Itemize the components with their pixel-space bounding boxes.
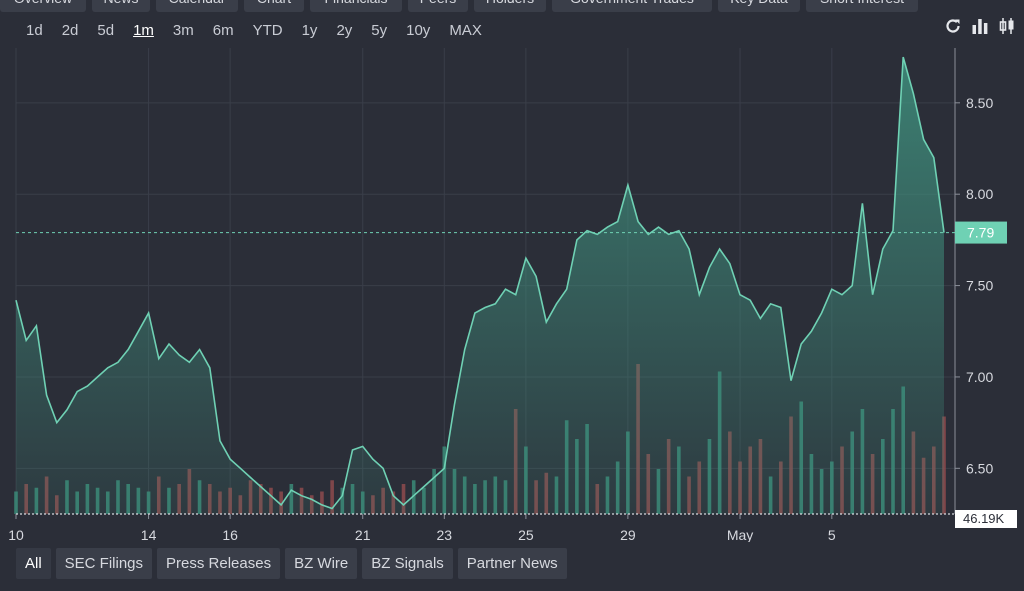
tab-sec-filings[interactable]: SEC Filings	[55, 548, 153, 579]
volume-bar	[279, 491, 283, 514]
chart-tools	[944, 17, 1016, 35]
volume-label: 46.19K	[963, 511, 1005, 526]
range-max[interactable]: MAX	[449, 22, 482, 39]
tab-bz-signals[interactable]: BZ Signals	[362, 548, 453, 579]
last-price-label: 7.79	[967, 225, 994, 241]
range-2y[interactable]: 2y	[336, 22, 353, 39]
x-tick-label: May	[727, 527, 753, 542]
tab-holders[interactable]: Holders	[474, 0, 546, 12]
candlestick-icon[interactable]	[998, 17, 1016, 35]
volume-bar	[320, 491, 324, 514]
tab-news[interactable]: News	[92, 0, 150, 12]
x-tick-label: 23	[437, 527, 453, 542]
tab-short-interest[interactable]: Short Interest	[806, 0, 918, 12]
volume-bar	[330, 480, 334, 514]
range-5d[interactable]: 5d	[97, 22, 115, 39]
range-10y[interactable]: 10y	[406, 22, 431, 39]
tab-calendar[interactable]: Calendar	[156, 0, 238, 12]
refresh-icon[interactable]	[944, 17, 962, 35]
tab-government-trades[interactable]: Government Trades	[552, 0, 712, 12]
x-tick-label: 10	[8, 527, 24, 542]
y-tick-label: 8.00	[966, 186, 993, 202]
volume-label-badge	[955, 510, 1017, 528]
range-6m[interactable]: 6m	[212, 22, 234, 39]
last-price-badge	[955, 221, 1007, 244]
range-selector: 1d 2d 5d 1m 3m 6m YTD 1y 2y 5y 10y MAX	[16, 20, 491, 44]
y-tick-label: 7.50	[966, 278, 993, 294]
x-tick-label: 29	[620, 527, 636, 542]
top-nav: Overview News Calendar Chart Financials …	[0, 0, 1024, 14]
y-tick-label: 6.50	[966, 460, 993, 476]
range-2d[interactable]: 2d	[61, 22, 79, 39]
x-tick-label: 16	[222, 527, 238, 542]
volume-bar	[401, 484, 406, 514]
tab-all[interactable]: All	[16, 548, 51, 579]
range-3m[interactable]: 3m	[172, 22, 194, 39]
price-line	[15, 56, 945, 510]
tab-press-releases[interactable]: Press Releases	[157, 548, 281, 579]
tab-key-data[interactable]: Key Data	[718, 0, 800, 12]
range-1y[interactable]: 1y	[301, 22, 318, 39]
bar-chart-icon[interactable]	[971, 17, 989, 35]
tab-bz-wire[interactable]: BZ Wire	[285, 548, 358, 579]
range-ytd[interactable]: YTD	[252, 22, 283, 39]
tab-partner-news[interactable]: Partner News	[457, 548, 567, 579]
range-1d[interactable]: 1d	[26, 22, 43, 39]
x-tick-label: 21	[355, 527, 371, 542]
x-tick-label: 14	[141, 527, 157, 542]
tab-peers[interactable]: Peers	[408, 0, 468, 12]
y-tick-label: 7.00	[966, 369, 993, 385]
range-1m[interactable]: 1m	[133, 22, 154, 39]
y-tick-label: 8.50	[966, 95, 993, 111]
range-5y[interactable]: 5y	[371, 22, 388, 39]
price-area	[16, 57, 944, 514]
tab-overview[interactable]: Overview	[0, 0, 86, 12]
x-tick-label: 25	[518, 527, 534, 542]
x-tick-label: 5	[828, 527, 836, 542]
price-chart[interactable]: 6.50 7.00 7.50 8.00 8.50 10 14 16 21 23 25 29 May 5 7.…	[0, 42, 1024, 542]
tab-financials[interactable]: Financials	[310, 0, 402, 12]
tab-chart[interactable]: Chart	[244, 0, 304, 12]
news-filter-tabs: All SEC Filings Press Releases BZ Wire B…	[16, 548, 567, 579]
